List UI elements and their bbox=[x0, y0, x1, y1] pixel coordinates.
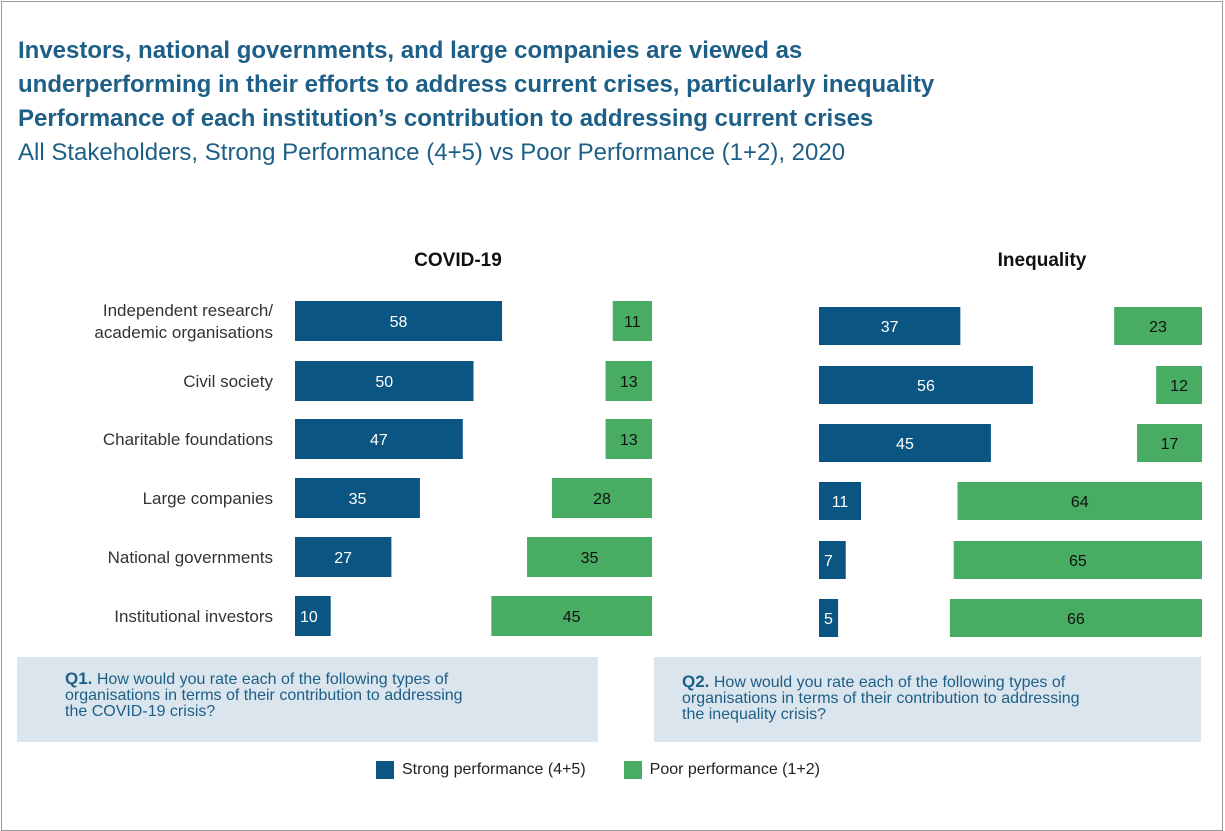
bar-poor-inequality-independent-research-academic-organisations bbox=[1114, 307, 1202, 345]
bar-poor-inequality-charitable-foundations bbox=[1137, 424, 1202, 462]
bar-poor-inequality-institutional-investors bbox=[949, 599, 1202, 637]
legend-label-strong: Strong performance (4+5) bbox=[402, 761, 586, 778]
subtitle: All Stakeholders, Strong Performance (4+… bbox=[18, 139, 846, 166]
value-label-poor-inequality-independent-research-academic-organisations: 23 bbox=[1149, 319, 1167, 336]
bar-strong-covid-19-institutional-investors bbox=[295, 596, 331, 636]
value-label-strong-covid-19-large-companies: 35 bbox=[349, 491, 367, 508]
question-1-box: Q1. How would you rate each of the follo… bbox=[17, 657, 598, 742]
value-label-strong-covid-19-civil-society: 50 bbox=[375, 374, 393, 391]
bar-strong-covid-19-national-governments bbox=[295, 537, 392, 577]
headline-line-3: Performance of each institution’s contri… bbox=[18, 105, 874, 132]
value-label-poor-covid-19-national-governments: 35 bbox=[581, 550, 599, 567]
bar-poor-inequality-civil-society bbox=[1156, 366, 1202, 404]
value-label-strong-inequality-charitable-foundations: 45 bbox=[896, 436, 914, 453]
bar-strong-covid-19-large-companies bbox=[295, 478, 420, 518]
value-label-poor-inequality-charitable-foundations: 17 bbox=[1161, 436, 1179, 453]
question-2-text-line-2: organisations in terms of their contribu… bbox=[682, 690, 1080, 707]
value-label-poor-covid-19-institutional-investors: 45 bbox=[563, 609, 581, 626]
category-label-civil-society: Civil society bbox=[183, 372, 273, 391]
bar-strong-inequality-independent-research-academic-organisations bbox=[819, 307, 961, 345]
bar-strong-covid-19-independent-research-academic-organisations bbox=[295, 301, 503, 341]
question-2-label: Q2. bbox=[682, 672, 710, 691]
bar-poor-covid-19-large-companies bbox=[552, 478, 652, 518]
question-1-label: Q1. bbox=[65, 669, 93, 688]
value-label-poor-inequality-institutional-investors: 66 bbox=[1067, 611, 1085, 628]
title-block: Investors, national governments, and lar… bbox=[18, 34, 1208, 170]
bar-poor-inequality-national-governments bbox=[953, 541, 1202, 579]
value-label-strong-covid-19-charitable-foundations: 47 bbox=[370, 432, 388, 449]
legend-swatch-strong bbox=[376, 761, 394, 779]
bar-strong-covid-19-civil-society bbox=[295, 361, 474, 401]
bar-strong-inequality-large-companies bbox=[819, 482, 862, 520]
value-label-strong-inequality-national-governments: 7 bbox=[824, 553, 833, 570]
category-label-large-companies: Large companies bbox=[143, 489, 273, 508]
bar-poor-covid-19-institutional-investors bbox=[491, 596, 652, 636]
question-2-text-line-1: How would you rate each of the following… bbox=[713, 674, 1066, 691]
bar-poor-covid-19-national-governments bbox=[527, 537, 652, 577]
headline-line-2: underperforming in their efforts to addr… bbox=[18, 71, 935, 98]
question-1-text-line-1: How would you rate each of the following… bbox=[96, 671, 449, 688]
bar-strong-inequality-civil-society bbox=[819, 366, 1033, 404]
panel-title-inequality: Inequality bbox=[998, 250, 1087, 271]
value-label-strong-inequality-civil-society: 56 bbox=[917, 378, 935, 395]
bar-strong-covid-19-charitable-foundations bbox=[295, 419, 463, 459]
bar-strong-inequality-charitable-foundations bbox=[819, 424, 991, 462]
question-2-box: Q2. How would you rate each of the follo… bbox=[654, 657, 1201, 742]
value-label-poor-covid-19-independent-research-academic-organisations: 11 bbox=[624, 314, 641, 331]
question-1-text-line-3: the COVID-19 crisis? bbox=[65, 703, 216, 720]
value-label-strong-inequality-independent-research-academic-organisations: 37 bbox=[881, 319, 899, 336]
panel-title-covid-19: COVID-19 bbox=[414, 250, 502, 271]
bar-strong-inequality-institutional-investors bbox=[819, 599, 839, 637]
bar-poor-covid-19-civil-society bbox=[605, 361, 652, 401]
value-label-poor-covid-19-civil-society: 13 bbox=[620, 374, 638, 391]
legend-label-poor: Poor performance (1+2) bbox=[649, 761, 820, 778]
value-label-strong-inequality-institutional-investors: 5 bbox=[824, 611, 833, 628]
value-label-strong-inequality-large-companies: 11 bbox=[832, 494, 849, 511]
value-label-poor-covid-19-large-companies: 28 bbox=[593, 491, 611, 508]
legend-item-strong: Strong performance (4+5) bbox=[376, 761, 586, 779]
category-label-national-governments: National governments bbox=[108, 548, 273, 567]
legend: Strong performance (4+5) Poor performanc… bbox=[376, 758, 858, 782]
bar-strong-inequality-national-governments bbox=[819, 541, 846, 579]
headline-line-1: Investors, national governments, and lar… bbox=[18, 37, 803, 64]
question-1-text-line-2: organisations in terms of their contribu… bbox=[65, 687, 463, 704]
value-label-poor-inequality-civil-society: 12 bbox=[1170, 378, 1188, 395]
value-label-poor-inequality-national-governments: 65 bbox=[1069, 553, 1087, 570]
bar-poor-covid-19-charitable-foundations bbox=[605, 419, 652, 459]
value-label-strong-covid-19-national-governments: 27 bbox=[334, 550, 352, 567]
bar-poor-inequality-large-companies bbox=[957, 482, 1202, 520]
value-label-poor-covid-19-charitable-foundations: 13 bbox=[620, 432, 638, 449]
category-label-charitable-foundations: Charitable foundations bbox=[103, 430, 273, 449]
category-label-institutional-investors: Institutional investors bbox=[114, 607, 273, 626]
legend-item-poor: Poor performance (1+2) bbox=[623, 761, 820, 779]
question-2-text-line-3: the inequality crisis? bbox=[682, 706, 827, 723]
category-label-independent-research-academic-organisations: Independent research/academic organisati… bbox=[94, 301, 273, 342]
bar-poor-covid-19-independent-research-academic-organisations bbox=[612, 301, 652, 341]
value-label-strong-covid-19-independent-research-academic-organisations: 58 bbox=[390, 314, 408, 331]
legend-swatch-poor bbox=[623, 761, 642, 779]
value-label-poor-inequality-large-companies: 64 bbox=[1071, 494, 1089, 511]
value-label-strong-covid-19-institutional-investors: 10 bbox=[300, 609, 318, 626]
